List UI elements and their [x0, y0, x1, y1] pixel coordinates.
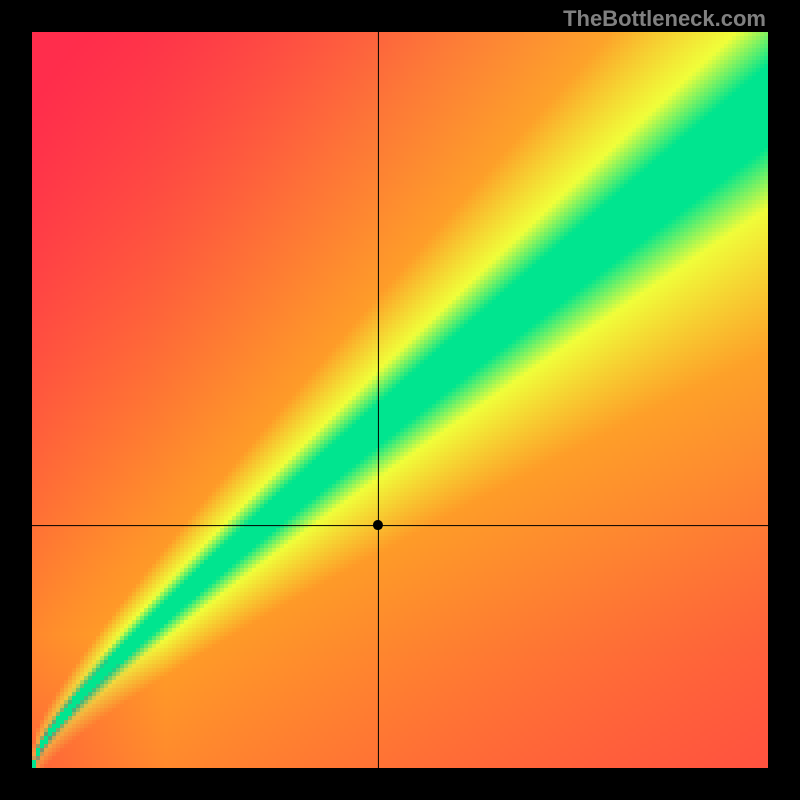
chart-container: TheBottleneck.com: [0, 0, 800, 800]
watermark-text: TheBottleneck.com: [563, 6, 766, 32]
bottleneck-heatmap: [32, 32, 768, 768]
